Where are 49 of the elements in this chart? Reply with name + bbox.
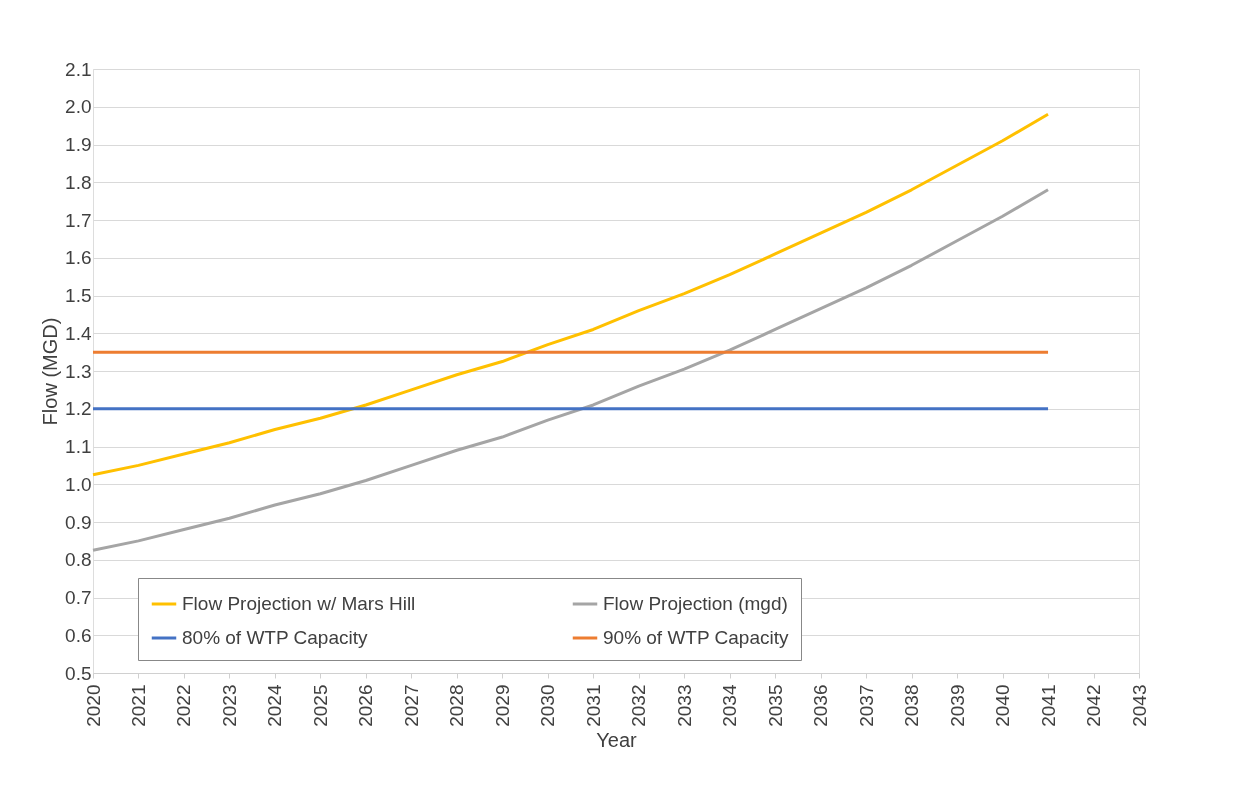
legend-label: 90% of WTP Capacity <box>603 627 789 648</box>
x-tick-label: 2028 <box>446 684 468 727</box>
y-axis-title: Flow (MGD) <box>39 317 62 426</box>
x-tick-label: 2020 <box>82 684 104 727</box>
y-tick-label: 0.9 <box>65 511 92 533</box>
x-tick-label: 2027 <box>400 684 422 727</box>
x-tick-label: 2043 <box>1128 684 1150 727</box>
y-tick-label: 2.0 <box>65 96 92 118</box>
legend-label: Flow Projection w/ Mars Hill <box>182 593 416 614</box>
x-tick-label: 2031 <box>582 684 604 727</box>
x-tick-label: 2035 <box>764 684 786 727</box>
x-tick-label: 2032 <box>628 684 650 727</box>
x-tick-label: 2037 <box>855 684 877 727</box>
y-tick-label: 1.9 <box>65 134 92 155</box>
y-tick-label: 2.1 <box>65 58 92 80</box>
x-tick-label: 2029 <box>491 684 513 727</box>
y-tick-label: 1.7 <box>65 209 92 231</box>
x-axis-title: Year <box>596 728 638 751</box>
y-tick-label: 1.4 <box>65 322 92 344</box>
y-tick-label: 0.8 <box>65 549 92 571</box>
line-series <box>91 188 1050 552</box>
x-tick-label: 2041 <box>1037 684 1059 727</box>
y-tick-label: 1.5 <box>65 285 92 306</box>
x-tick-label: 2026 <box>355 684 377 727</box>
x-tick-label: 2023 <box>218 684 240 727</box>
x-tick-label: 2040 <box>992 684 1014 727</box>
x-tick-label: 2024 <box>264 684 286 727</box>
x-tick-label: 2042 <box>1083 684 1105 727</box>
x-tick-label: 2022 <box>173 684 195 727</box>
y-tick-label: 1.3 <box>65 360 92 382</box>
y-tick-label: 0.6 <box>65 624 92 646</box>
y-tick-label: 1.0 <box>65 473 92 495</box>
y-tick-label: 1.8 <box>65 171 92 193</box>
x-tick-label: 2036 <box>810 684 832 727</box>
x-tick-label: 2021 <box>127 684 149 727</box>
y-tick-label: 0.5 <box>65 662 92 684</box>
x-tick-label: 2038 <box>901 684 923 727</box>
x-tick-label: 2030 <box>537 684 559 727</box>
y-tick-label: 0.7 <box>65 587 92 608</box>
legend-label: 80% of WTP Capacity <box>182 627 368 648</box>
x-tick-label: 2034 <box>719 684 741 727</box>
x-tick-label: 2033 <box>673 684 695 727</box>
x-tick-label: 2039 <box>946 684 968 727</box>
x-tick-label: 2025 <box>309 684 331 727</box>
line-series <box>91 112 1050 477</box>
y-tick-label: 1.1 <box>65 436 92 457</box>
y-tick-label: 1.2 <box>65 398 92 420</box>
y-tick-label: 1.6 <box>65 247 92 269</box>
legend-label: Flow Projection (mgd) <box>603 593 788 614</box>
